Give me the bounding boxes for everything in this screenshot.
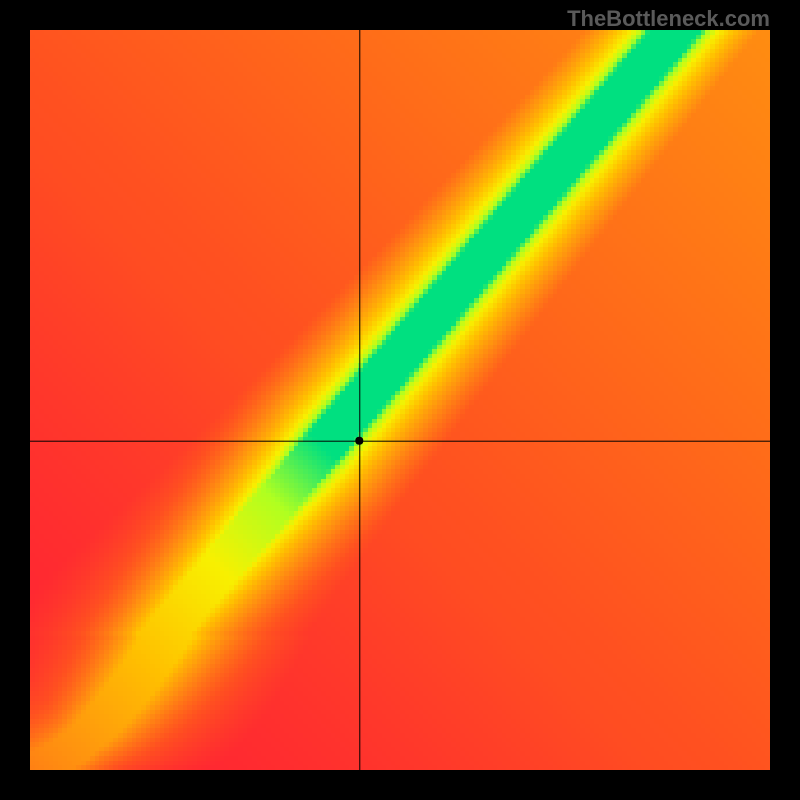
chart-container: TheBottleneck.com xyxy=(0,0,800,800)
watermark-text: TheBottleneck.com xyxy=(567,6,770,32)
bottleneck-heatmap xyxy=(0,0,800,800)
